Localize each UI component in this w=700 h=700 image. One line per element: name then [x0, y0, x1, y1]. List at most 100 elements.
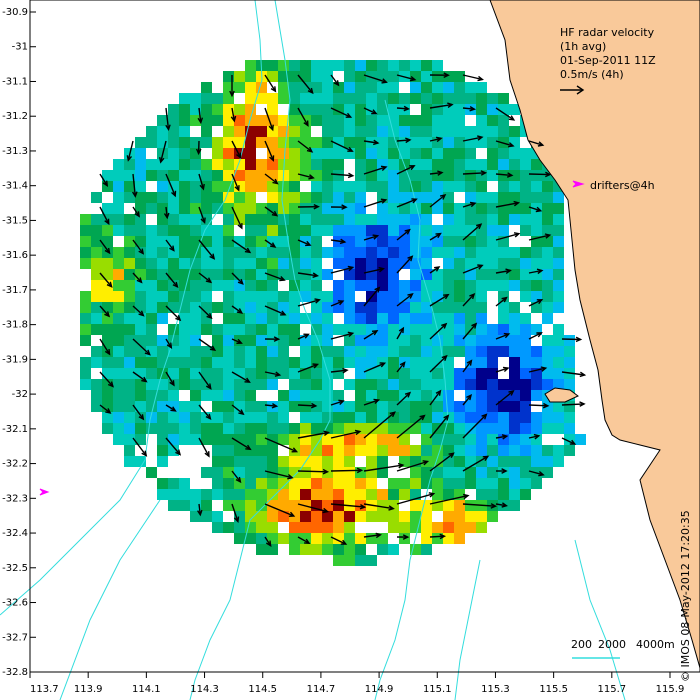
velocity-cell: [245, 71, 256, 82]
velocity-cell: [157, 478, 168, 489]
velocity-cell: [443, 93, 454, 104]
velocity-cell: [245, 533, 256, 544]
velocity-cell: [278, 115, 289, 126]
velocity-cell: [311, 236, 322, 247]
velocity-cell: [564, 335, 575, 346]
velocity-cell: [135, 258, 146, 269]
velocity-arrows: [99, 72, 587, 547]
velocity-cell: [333, 500, 344, 511]
velocity-cell: [509, 104, 520, 115]
velocity-cell: [476, 104, 487, 115]
velocity-cell: [465, 203, 476, 214]
velocity-cell: [366, 302, 377, 313]
velocity-cell: [476, 214, 487, 225]
velocity-cell: [421, 203, 432, 214]
velocity-cell: [91, 192, 102, 203]
velocity-cell: [366, 434, 377, 445]
velocity-cell: [223, 82, 234, 93]
velocity-arrow: [429, 136, 443, 143]
velocity-cell: [267, 313, 278, 324]
velocity-arrow: [363, 503, 395, 511]
velocity-cell: [124, 445, 135, 456]
velocity-cell: [300, 379, 311, 390]
velocity-cell: [124, 280, 135, 291]
velocity-cell: [201, 115, 212, 126]
velocity-cell: [124, 390, 135, 401]
velocity-cell: [498, 225, 509, 236]
velocity-cell: [256, 115, 267, 126]
velocity-arrow: [165, 239, 175, 252]
velocity-arrow: [528, 233, 552, 241]
velocity-cell: [300, 434, 311, 445]
velocity-cell: [212, 401, 223, 412]
velocity-cell: [498, 456, 509, 467]
velocity-cell: [234, 357, 245, 368]
velocity-cell: [311, 456, 322, 467]
velocity-cell: [377, 159, 388, 170]
velocity-cell: [278, 236, 289, 247]
velocity-cell: [300, 225, 311, 236]
velocity-cell: [278, 313, 289, 324]
velocity-cell: [476, 225, 487, 236]
velocity-cell: [509, 269, 520, 280]
velocity-arrow: [396, 492, 436, 505]
velocity-cell: [124, 324, 135, 335]
scale-label-4000: 4000m: [636, 638, 675, 651]
velocity-cell: [168, 302, 179, 313]
velocity-cell: [443, 379, 454, 390]
velocity-arrow: [495, 140, 515, 148]
velocity-cell: [465, 82, 476, 93]
velocity-cell: [454, 489, 465, 500]
velocity-cell: [553, 280, 564, 291]
velocity-cell: [157, 170, 168, 181]
velocity-arrow: [528, 268, 544, 275]
velocity-cell: [322, 214, 333, 225]
velocity-arrow: [495, 200, 520, 208]
velocity-cell: [80, 368, 91, 379]
velocity-cell: [476, 192, 487, 203]
velocity-cell: [245, 467, 256, 478]
velocity-cell: [135, 170, 146, 181]
y-tick-label: -31.4: [2, 181, 28, 192]
velocity-cell: [432, 115, 443, 126]
velocity-arrow: [165, 338, 173, 349]
velocity-cell: [179, 203, 190, 214]
velocity-arrow: [231, 470, 242, 484]
velocity-cell: [399, 412, 410, 423]
velocity-cell: [542, 412, 553, 423]
velocity-cell: [520, 313, 531, 324]
velocity-cell: [553, 412, 564, 423]
velocity-cell: [531, 280, 542, 291]
velocity-cell: [113, 357, 124, 368]
velocity-cell: [124, 258, 135, 269]
velocity-cell: [388, 324, 399, 335]
velocity-cell: [267, 71, 278, 82]
velocity-cell: [135, 423, 146, 434]
velocity-cell: [190, 159, 201, 170]
velocity-cell: [421, 522, 432, 533]
velocity-cell: [355, 412, 366, 423]
velocity-cell: [300, 335, 311, 346]
velocity-cell: [102, 258, 113, 269]
velocity-arrow: [363, 165, 388, 175]
velocity-arrow: [163, 206, 170, 220]
velocity-cell: [124, 225, 135, 236]
velocity-cell: [146, 302, 157, 313]
velocity-cell: [388, 291, 399, 302]
velocity-cell: [476, 93, 487, 104]
velocity-cell: [157, 313, 168, 324]
x-tick-label: 114.1: [132, 684, 161, 695]
velocity-cell: [377, 456, 388, 467]
velocity-arrow: [495, 332, 511, 340]
velocity-cell: [410, 335, 421, 346]
y-tick-label: -31.2: [2, 111, 28, 122]
velocity-cell: [432, 456, 443, 467]
velocity-cell: [355, 401, 366, 412]
velocity-cell: [333, 423, 344, 434]
velocity-cell: [256, 247, 267, 258]
velocity-cell: [487, 335, 498, 346]
velocity-cell: [223, 93, 234, 104]
velocity-cell: [388, 357, 399, 368]
velocity-cell: [553, 203, 564, 214]
velocity-cell: [388, 313, 399, 324]
